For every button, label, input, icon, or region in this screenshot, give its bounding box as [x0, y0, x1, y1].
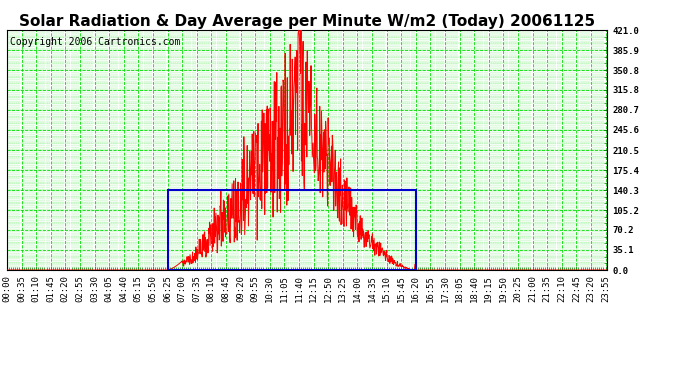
- Title: Solar Radiation & Day Average per Minute W/m2 (Today) 20061125: Solar Radiation & Day Average per Minute…: [19, 14, 595, 29]
- Bar: [168, 190, 415, 270]
- Text: Copyright 2006 Cartronics.com: Copyright 2006 Cartronics.com: [10, 37, 180, 47]
